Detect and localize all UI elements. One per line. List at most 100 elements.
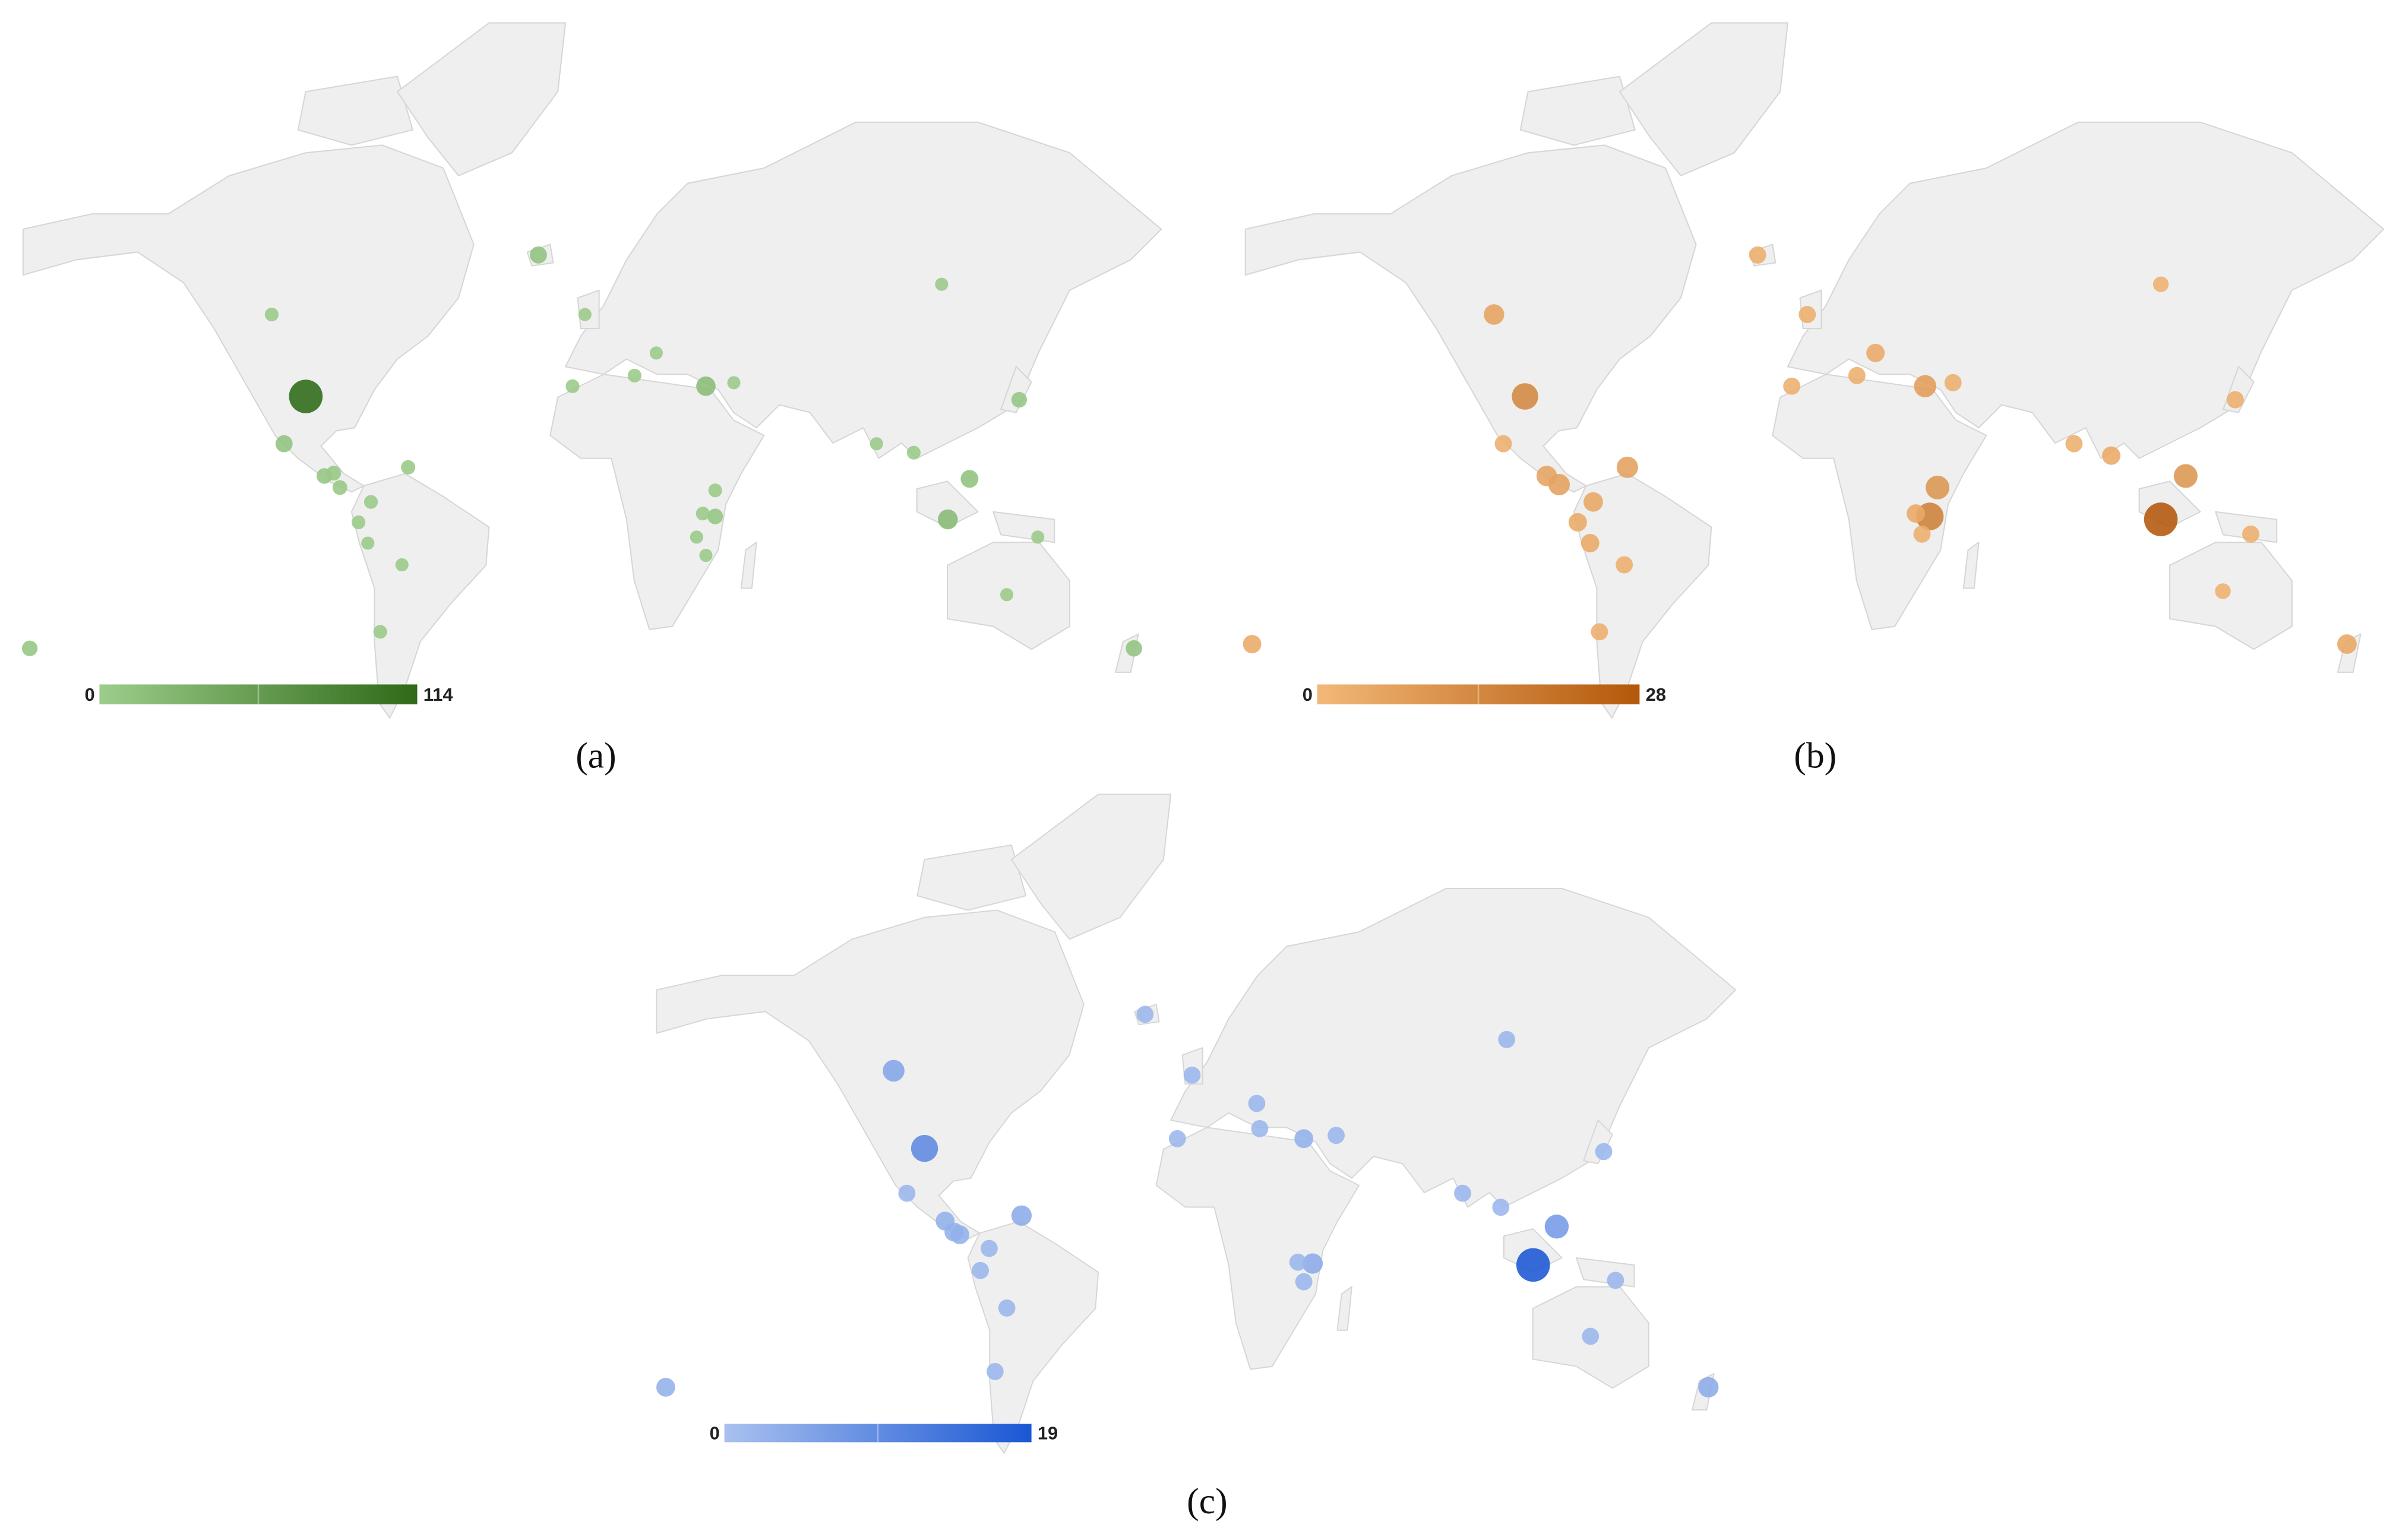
bubble xyxy=(1783,377,1801,395)
bubble xyxy=(352,515,366,529)
bubble xyxy=(972,1261,990,1279)
bubble xyxy=(1913,525,1931,543)
bubble xyxy=(998,1299,1016,1317)
bubble xyxy=(326,466,342,481)
bubble xyxy=(363,495,378,509)
bubble xyxy=(935,277,949,291)
bubble xyxy=(1498,1030,1516,1048)
legend-bar xyxy=(724,1424,1032,1443)
bubble xyxy=(1492,1199,1510,1216)
panel-label: (c) xyxy=(1187,1481,1227,1522)
bubble xyxy=(1494,435,1512,453)
bubble xyxy=(1544,1215,1569,1239)
bubble xyxy=(289,380,323,413)
bubble xyxy=(898,1184,916,1202)
bubble xyxy=(1583,492,1603,512)
bubble xyxy=(1914,375,1936,397)
bubble xyxy=(1295,1273,1313,1291)
bubble xyxy=(649,346,663,360)
panel-label: (b) xyxy=(1794,736,1836,776)
bubble xyxy=(1454,1184,1471,1202)
bubble xyxy=(696,376,716,396)
legend-min-label: 0 xyxy=(85,684,95,705)
bubble xyxy=(911,1135,938,1162)
bubble xyxy=(1698,1377,1719,1397)
bubble xyxy=(1327,1127,1345,1144)
map-panel: 0 28 (b) xyxy=(1243,22,2385,776)
bubble xyxy=(1944,374,1962,391)
bubble xyxy=(1582,1327,1600,1345)
bubble xyxy=(627,368,641,382)
bubble xyxy=(950,1225,969,1244)
bubble xyxy=(21,640,38,656)
bubble xyxy=(960,470,979,488)
bubble xyxy=(1616,456,1638,478)
bubble xyxy=(275,435,293,453)
bubble xyxy=(2065,435,2083,453)
bubble xyxy=(1536,466,1557,486)
bubble xyxy=(2226,391,2244,409)
bubble xyxy=(906,445,921,460)
bubble xyxy=(2173,464,2198,488)
bubble xyxy=(1183,1066,1201,1084)
bubble xyxy=(1031,530,1045,544)
map-panel: 0 19 (c) xyxy=(656,793,1737,1522)
bubble xyxy=(1907,504,1926,523)
bubble xyxy=(986,1362,1004,1380)
bubble xyxy=(2102,446,2121,465)
legend-min-label: 0 xyxy=(1303,684,1313,705)
bubble xyxy=(1581,534,1600,552)
legend-max-label: 28 xyxy=(1646,684,1666,705)
legend-max-label: 114 xyxy=(423,684,453,705)
bubble xyxy=(1011,391,1028,408)
world-map xyxy=(656,793,1737,1454)
bubble xyxy=(1516,1248,1550,1282)
bubble xyxy=(2337,634,2357,654)
bubble xyxy=(696,507,710,521)
bubble xyxy=(707,508,723,524)
bubble xyxy=(870,437,883,451)
legend-min-label: 0 xyxy=(710,1423,720,1444)
bubble xyxy=(578,308,592,321)
bubble xyxy=(690,530,703,544)
bubble xyxy=(981,1239,998,1257)
bubble xyxy=(1595,1143,1613,1160)
bubble xyxy=(1289,1253,1307,1271)
bubble xyxy=(1512,383,1538,410)
bubble xyxy=(264,307,279,322)
legend-bar xyxy=(99,684,418,704)
legend-max-label: 19 xyxy=(1038,1423,1058,1444)
bubble xyxy=(530,246,547,264)
legend-bar xyxy=(1317,684,1640,704)
bubble xyxy=(401,460,416,475)
bubble xyxy=(1294,1129,1314,1149)
bubble xyxy=(2152,276,2169,292)
bubble xyxy=(1168,1130,1186,1147)
bubble xyxy=(938,509,958,530)
bubble xyxy=(1248,1095,1266,1112)
world-map xyxy=(1244,22,2385,719)
bubble xyxy=(373,625,387,639)
bubble xyxy=(1798,306,1816,323)
bubble xyxy=(1607,1272,1624,1289)
bubble xyxy=(708,483,722,498)
bubble xyxy=(1484,304,1504,325)
bubble xyxy=(1126,640,1142,657)
bubble xyxy=(1251,1120,1269,1137)
bubble xyxy=(565,379,580,393)
bubble xyxy=(1000,588,1014,602)
bubble xyxy=(2242,525,2259,543)
bubble xyxy=(1926,475,1950,499)
bubble xyxy=(883,1060,905,1082)
bubble xyxy=(1866,343,1885,362)
bubble xyxy=(1749,246,1766,264)
bubble xyxy=(332,480,347,495)
bubble xyxy=(1848,366,1866,384)
map-panel: 0 114 (a) xyxy=(21,22,1162,776)
bubble xyxy=(1616,556,1633,574)
bubble xyxy=(1243,635,1262,654)
world-map xyxy=(22,22,1162,719)
bubble xyxy=(1591,623,1608,641)
panel-label: (a) xyxy=(576,736,617,776)
